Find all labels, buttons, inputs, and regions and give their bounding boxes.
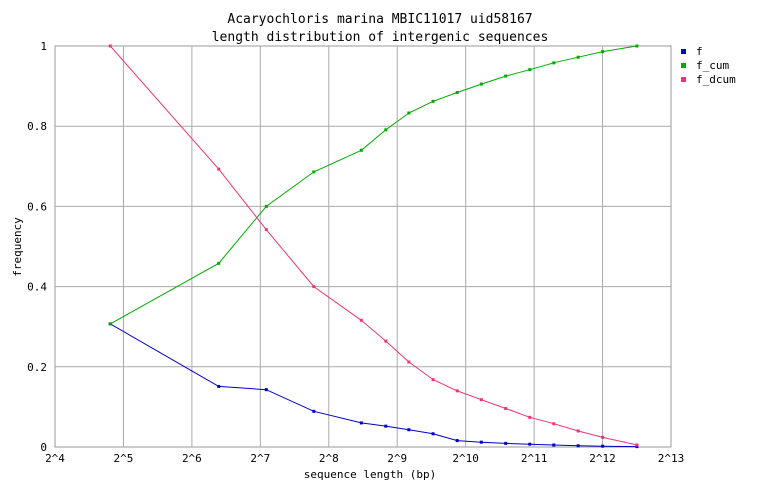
chart-subtitle: length distribution of intergenic sequen… xyxy=(212,30,549,45)
series-line-f_dcum xyxy=(109,45,638,446)
data-point-f xyxy=(407,428,411,432)
data-point-f_cum xyxy=(635,44,639,48)
y-tick-label: 1 xyxy=(40,40,47,53)
x-tick-label: 2^4 xyxy=(45,452,65,465)
data-point-f xyxy=(384,424,388,428)
x-tick-label: 2^10 xyxy=(452,452,479,465)
y-tick-label: 0.4 xyxy=(27,281,47,294)
data-point-f_dcum xyxy=(312,285,316,289)
data-point-f_dcum xyxy=(576,429,580,433)
data-point-f_dcum xyxy=(479,398,483,402)
data-point-f_dcum xyxy=(455,389,459,393)
chart-title: Acaryochloris marina MBIC11017 uid58167 xyxy=(227,12,532,27)
data-point-f xyxy=(528,442,532,446)
data-point-f xyxy=(504,441,508,445)
x-tick-label: 2^11 xyxy=(521,452,548,465)
legend-label-f_dcum: f_dcum xyxy=(696,73,736,86)
data-point-f_cum xyxy=(108,322,112,326)
x-tick-label: 2^8 xyxy=(319,452,339,465)
data-point-f xyxy=(552,443,556,447)
data-point-f xyxy=(635,445,639,449)
data-point-f_dcum xyxy=(359,318,363,322)
data-point-f_cum xyxy=(601,50,605,54)
legend-marker-f_dcum xyxy=(681,77,686,82)
data-point-f_dcum xyxy=(635,443,639,447)
data-point-f_cum xyxy=(217,261,221,265)
y-tick-label: 0.8 xyxy=(27,120,47,133)
legend-label-f_cum: f_cum xyxy=(696,59,729,72)
series-line-f xyxy=(110,323,637,448)
data-point-f xyxy=(359,421,363,425)
data-point-f_dcum xyxy=(407,360,411,364)
x-axis-ticks: 2^4 2^5 2^6 2^7 2^8 2^9 2^10 2^11 2^12 2^13 xyxy=(45,452,684,465)
legend-marker-f_cum xyxy=(681,63,686,68)
data-point-f xyxy=(264,388,268,392)
data-point-f_cum xyxy=(312,170,316,174)
y-tick-label: 0.6 xyxy=(27,200,47,213)
data-point-f_cum xyxy=(455,91,459,95)
series-line-f_cum xyxy=(110,45,637,325)
data-point-f_dcum xyxy=(431,378,435,382)
x-tick-label: 2^6 xyxy=(182,452,202,465)
data-point-f xyxy=(312,409,316,413)
data-point-f xyxy=(431,432,435,436)
data-point-f xyxy=(455,439,459,443)
data-point-f_dcum xyxy=(108,44,112,48)
plot-frame xyxy=(54,45,672,448)
data-point-f_cum xyxy=(359,148,363,152)
series-group xyxy=(108,44,639,449)
legend-label-f: f xyxy=(696,45,703,58)
data-point-f_cum xyxy=(504,74,508,78)
y-tick-label: 0 xyxy=(40,441,47,454)
data-point-f_cum xyxy=(479,82,483,86)
data-point-f xyxy=(576,444,580,448)
grid xyxy=(54,45,672,448)
x-tick-label: 2^7 xyxy=(250,452,270,465)
data-point-f_cum xyxy=(264,204,268,208)
data-point-f_dcum xyxy=(217,167,221,171)
y-axis-label: frequency xyxy=(11,217,24,277)
x-tick-label: 2^5 xyxy=(114,452,134,465)
data-point-f xyxy=(601,444,605,448)
data-point-f_dcum xyxy=(504,407,508,411)
x-tick-label: 2^12 xyxy=(589,452,616,465)
x-tick-label: 2^9 xyxy=(387,452,407,465)
data-point-f_dcum xyxy=(264,228,268,232)
x-tick-label: 2^13 xyxy=(658,452,685,465)
data-point-f_dcum xyxy=(601,435,605,439)
data-point-f_cum xyxy=(384,128,388,132)
data-point-f xyxy=(217,384,221,388)
x-axis-label: sequence length (bp) xyxy=(304,468,436,481)
data-point-f_dcum xyxy=(384,339,388,343)
data-point-f_dcum xyxy=(528,415,532,419)
y-tick-label: 0.2 xyxy=(27,361,47,374)
legend-marker-f xyxy=(681,49,686,54)
data-point-f_cum xyxy=(528,68,532,72)
data-point-f_cum xyxy=(431,99,435,103)
data-point-f_cum xyxy=(407,111,411,115)
data-point-f_dcum xyxy=(552,422,556,426)
data-point-f_cum xyxy=(552,61,556,65)
data-point-f_cum xyxy=(576,55,580,59)
y-axis-ticks: 0 0.2 0.4 0.6 0.8 1 xyxy=(27,40,47,454)
data-point-f xyxy=(479,440,483,444)
